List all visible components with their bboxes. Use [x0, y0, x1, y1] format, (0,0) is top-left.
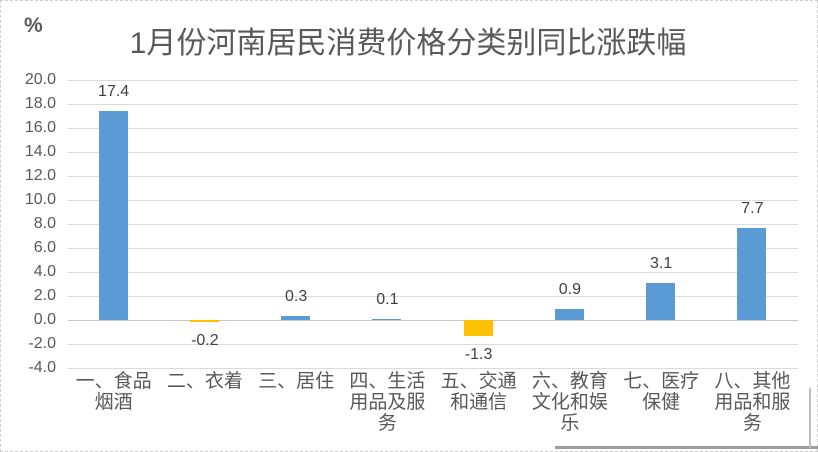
- gridline: [68, 80, 798, 81]
- gridline: [68, 152, 798, 153]
- bar: [554, 309, 584, 320]
- y-axis-unit-label: %: [24, 14, 43, 37]
- y-axis-tick-label: 8.0: [33, 215, 56, 232]
- x-axis-category-label: 五、交通和通信: [433, 371, 524, 413]
- x-axis-category-label: 七、医疗保健: [616, 371, 707, 413]
- bar-group: 3.1: [616, 80, 707, 368]
- gridline: [68, 104, 798, 105]
- x-axis-category-label-text: 七、医疗保健: [623, 371, 700, 413]
- x-axis-category-label: 一、食品烟酒: [68, 371, 159, 413]
- y-axis-tick-label: 0.0: [33, 311, 56, 328]
- bar: [737, 227, 767, 320]
- bar-group: 0.3: [251, 80, 342, 368]
- data-label: 0.1: [376, 290, 399, 308]
- chart-right-shadow: [809, 388, 811, 448]
- chart-bottom-shadow: [555, 446, 818, 449]
- y-axis-tick-label: 4.0: [33, 263, 56, 280]
- x-axis-category-label: 三、居住: [251, 371, 342, 392]
- x-axis-category-label: 四、生活用品及服务: [342, 371, 433, 434]
- y-axis-tick-label: -4.0: [28, 359, 56, 376]
- x-axis-category-label-text: 一、食品烟酒: [75, 371, 152, 413]
- gridline: [68, 272, 798, 273]
- x-axis-category-label: 八、其他用品和服务: [707, 371, 798, 434]
- data-label: 0.3: [285, 288, 308, 306]
- chart-title: 1月份河南居民消费价格分类别同比涨跌幅: [129, 27, 687, 60]
- x-axis-category-label-text: 三、居住: [258, 371, 335, 392]
- data-label: -1.3: [464, 345, 493, 363]
- y-axis-tick-label: 12.0: [24, 167, 56, 184]
- data-label: 7.7: [741, 199, 764, 217]
- gridline: [68, 296, 798, 297]
- y-axis-tick-label: 10.0: [24, 191, 56, 208]
- bar: [646, 282, 676, 320]
- gridline: [68, 368, 798, 369]
- y-axis-tick-label: 16.0: [24, 119, 56, 136]
- gridline: [68, 344, 798, 345]
- x-axis-category-label-text: 五、交通和通信: [440, 371, 517, 413]
- y-axis-tick-label: -2.0: [28, 335, 56, 352]
- bar: [463, 320, 493, 336]
- plot-area: 17.4 -0.2 0.3 0.1 -1.3 0.9 3.1 7.7: [68, 80, 798, 369]
- data-label: 3.1: [650, 254, 673, 272]
- x-axis-category-label-text: 六、教育文化和娱乐: [531, 371, 608, 434]
- bar: [98, 111, 128, 320]
- bar-group: 0.9: [524, 80, 615, 368]
- bar-group: 17.4: [68, 80, 159, 368]
- y-axis-tick-label: 2.0: [33, 287, 56, 304]
- bar: [281, 316, 311, 320]
- y-axis: 20.0 18.0 16.0 14.0 12.0 10.0 8.0 6.0 4.0 2.0 0.0 -…: [0, 71, 56, 376]
- y-axis-tick-label: 20.0: [24, 71, 56, 88]
- data-label: -0.2: [191, 332, 219, 350]
- x-axis-category-label-text: 二、衣着: [166, 371, 243, 392]
- bar-group: -1.3: [433, 80, 524, 368]
- y-axis-tick-label: 14.0: [24, 143, 56, 160]
- bar-group: 7.7: [707, 80, 798, 368]
- x-axis-category-label: 六、教育文化和娱乐: [524, 371, 615, 434]
- bar-group: 0.1: [342, 80, 433, 368]
- gridline: [68, 176, 798, 177]
- x-axis-category-label-text: 四、生活用品及服务: [349, 371, 426, 434]
- gridline: [68, 224, 798, 225]
- bar: [372, 318, 402, 320]
- y-axis-tick-label: 18.0: [24, 95, 56, 112]
- x-axis-category-label-text: 八、其他用品和服务: [714, 371, 791, 434]
- bar: [189, 320, 219, 323]
- gridline: [68, 320, 798, 321]
- data-label: 17.4: [98, 83, 130, 101]
- y-axis-tick-label: 6.0: [33, 239, 56, 256]
- gridline: [68, 128, 798, 129]
- data-label: 0.9: [558, 281, 581, 299]
- gridline: [68, 248, 798, 249]
- bar-group: -0.2: [159, 80, 250, 368]
- x-axis-labels: 一、食品烟酒 二、衣着 三、居住 四、生活用品及服务 五、交通和通信 六、教育文化和娱乐七…: [68, 371, 798, 441]
- gridline: [68, 200, 798, 201]
- x-axis-category-label: 二、衣着: [159, 371, 250, 392]
